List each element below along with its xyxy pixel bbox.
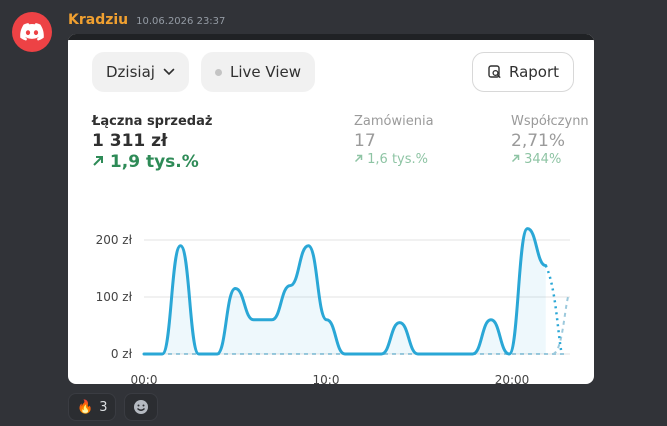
report-label: Raport	[509, 63, 560, 81]
chevron-down-icon	[163, 68, 175, 76]
fire-emoji-icon: 🔥	[77, 399, 94, 415]
y-tick-label: 200 zł	[96, 233, 133, 247]
live-status-dot-icon	[215, 68, 222, 76]
metric-total-sales[interactable]: Łączna sprzedaż 1 311 zł 1,9 tys.%	[92, 114, 212, 172]
x-tick-label: 20:00	[495, 373, 530, 384]
discord-logo-icon	[20, 23, 44, 41]
arrow-up-right-icon	[93, 156, 103, 166]
metric-change: 1,6 tys.%	[354, 152, 434, 167]
arrow-up-right-icon	[511, 154, 520, 163]
report-search-icon	[488, 65, 501, 78]
sales-series-area	[144, 228, 546, 354]
message-header: Kradziu 10.06.2026 23:37	[68, 12, 225, 28]
message-timestamp: 10.06.2026 23:37	[136, 16, 226, 27]
x-tick-label: 10:0	[313, 373, 340, 384]
reaction-fire[interactable]: 🔥 3	[68, 393, 117, 421]
screenshot-top-border	[68, 34, 594, 40]
x-tick-label: 00:0	[131, 373, 158, 384]
arrow-up-right-icon	[354, 154, 363, 163]
metric-value: 17	[354, 131, 376, 151]
metric-change-value: 1,6 tys.%	[367, 152, 428, 167]
metric-label: Zamówienia	[354, 114, 434, 129]
discord-avatar[interactable]	[12, 12, 52, 52]
attached-screenshot[interactable]: Dzisiaj Live View Raport Łączna sprzedaż…	[68, 34, 594, 384]
comparison-series-tail	[552, 296, 569, 355]
y-tick-label: 100 zł	[96, 290, 133, 304]
metric-label: Współczynn	[511, 114, 589, 129]
metric-label: Łączna sprzedaż	[92, 114, 213, 129]
metric-conversion-rate[interactable]: Współczynn 2,71% 344%	[511, 114, 589, 167]
metric-value: 1 311 zł	[92, 131, 168, 151]
smiley-icon	[134, 400, 148, 414]
metric-value: 2,71%	[511, 131, 566, 151]
period-dropdown[interactable]: Dzisiaj	[92, 52, 189, 92]
metric-change-value: 344%	[524, 152, 562, 167]
metric-change: 344%	[511, 152, 589, 167]
y-tick-label: 0 zł	[111, 347, 133, 361]
metric-orders[interactable]: Zamówienia 17 1,6 tys.%	[354, 114, 434, 167]
report-button[interactable]: Raport	[472, 52, 575, 92]
username[interactable]: Kradziu	[68, 12, 129, 28]
sales-series-projection	[544, 265, 563, 355]
reaction-count: 3	[99, 399, 108, 415]
sales-series-line	[142, 227, 548, 356]
live-view-button[interactable]: Live View	[201, 52, 315, 92]
add-reaction-button[interactable]	[124, 393, 158, 421]
metric-change-value: 1,9 tys.%	[109, 152, 199, 172]
live-view-label: Live View	[230, 63, 301, 81]
metric-change: 1,9 tys.%	[92, 152, 212, 172]
sales-chart: 200 zł 100 zł 0 zł 00:0 10:0 20:00	[96, 227, 570, 384]
period-label: Dzisiaj	[106, 63, 155, 81]
